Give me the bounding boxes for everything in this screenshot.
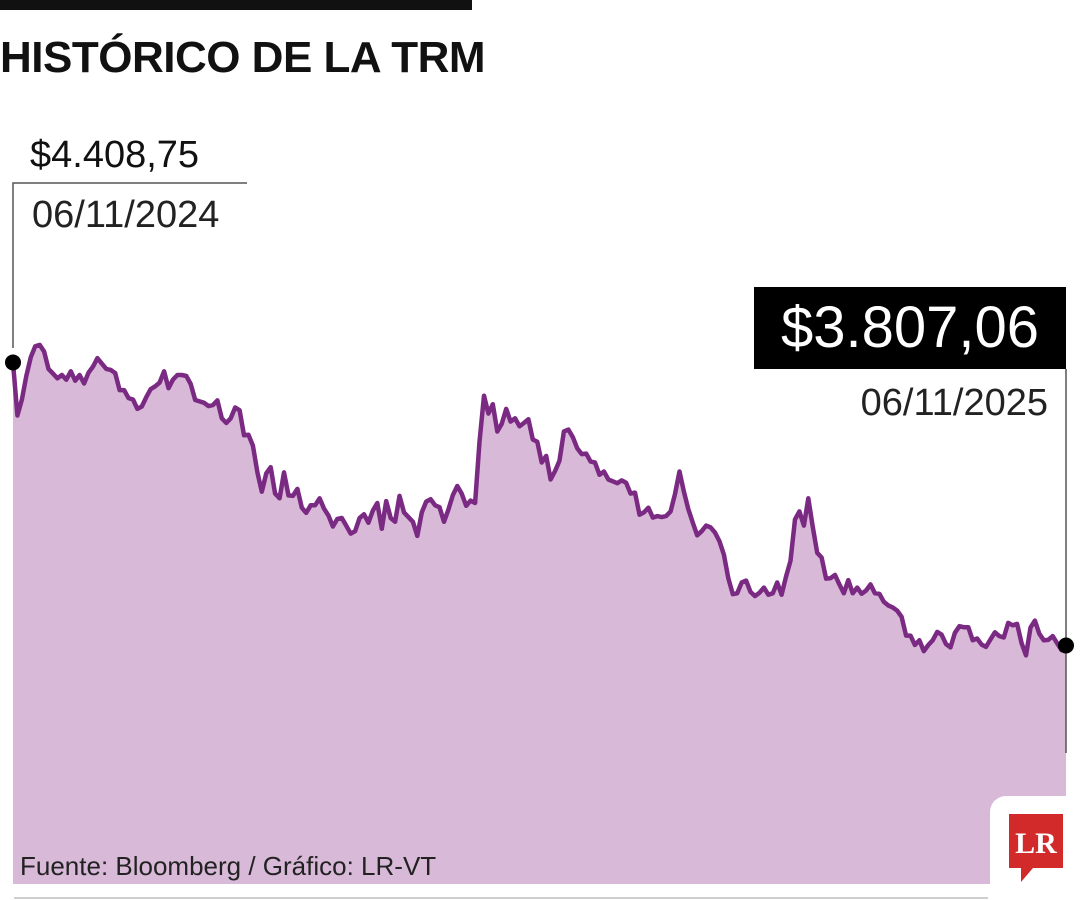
start-point-marker	[5, 354, 21, 371]
lr-logo: LR	[1009, 814, 1063, 882]
logo-badge: LR	[990, 796, 1080, 900]
end-value-label: $3.807,06	[780, 295, 1040, 360]
end-value-badge: $3.807,06	[754, 287, 1066, 369]
top-rule	[0, 0, 472, 10]
source-note: Fuente: Bloomberg / Gráfico: LR-VT	[20, 851, 437, 881]
chart-title: HISTÓRICO DE LA TRM	[0, 33, 486, 82]
end-point-marker	[1058, 637, 1074, 654]
start-leader-line	[12, 182, 247, 348]
series-line	[10, 342, 1069, 658]
start-value-label: $4.408,75	[30, 134, 200, 176]
logo-speech-bubble	[1009, 814, 1063, 882]
logo-text: LR	[1015, 827, 1057, 860]
end-date-label: 06/11/2025	[860, 382, 1048, 424]
bottom-rule	[14, 897, 988, 899]
start-date-label: 06/11/2024	[32, 194, 220, 236]
area-fill	[13, 344, 1066, 884]
